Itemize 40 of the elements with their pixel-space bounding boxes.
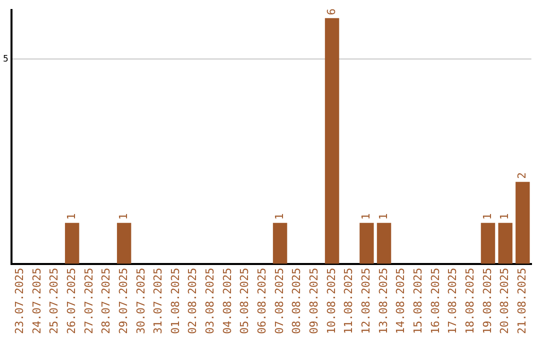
data-label: 1 [376,213,390,220]
x-tick-label: 21.08.2025 [516,268,529,334]
x-tick-label: 06.08.2025 [256,268,269,334]
x-tick-label: 25.07.2025 [48,268,61,334]
x-tick-label: 05.08.2025 [238,268,252,334]
x-tick-label: 15.08.2025 [412,268,425,334]
x-tick-label: 02.08.2025 [186,268,200,334]
x-tick-label: 01.08.2025 [168,268,182,334]
y-tick-label: 5 [2,54,8,64]
x-tick-label: 12.08.2025 [360,268,373,334]
data-label: 2 [516,172,529,179]
data-label: 1 [498,213,512,220]
data-label: 6 [324,8,338,16]
x-tick-label: 08.08.2025 [290,268,304,334]
x-tick-label: 26.07.2025 [64,268,78,334]
x-tick-label: 29.07.2025 [116,268,130,334]
x-tick-label: 03.08.2025 [204,268,217,334]
x-tick-label: 23.07.2025 [12,268,26,334]
x-tick-label: 20.08.2025 [498,268,512,334]
x-tick-label: 13.08.2025 [376,268,390,334]
x-tick-label: 30.07.2025 [134,268,148,334]
x-tick-label: 16.08.2025 [428,268,442,334]
x-tick-label: 04.08.2025 [220,268,234,334]
x-tick-label: 10.08.2025 [324,268,338,334]
x-tick-label: 27.07.2025 [82,268,96,334]
x-tick-label: 07.08.2025 [272,268,286,334]
x-tick-label: 19.08.2025 [480,268,494,334]
x-tick-label: 09.08.2025 [308,268,321,334]
x-tick-label: 17.08.2025 [446,268,460,334]
x-tick-label: 14.08.2025 [394,268,408,334]
x-tick-label: 11.08.2025 [342,268,356,334]
data-label: 1 [64,213,78,220]
x-tick-label: 31.07.2025 [152,268,165,334]
data-label: 1 [272,213,286,220]
data-label: 1 [360,213,373,220]
data-label: 1 [480,213,494,220]
data-label: 1 [116,213,130,220]
x-tick-label: 28.07.2025 [100,268,113,334]
x-tick-label: 24.07.2025 [30,268,44,334]
x-tick-label: 18.08.2025 [464,268,477,334]
